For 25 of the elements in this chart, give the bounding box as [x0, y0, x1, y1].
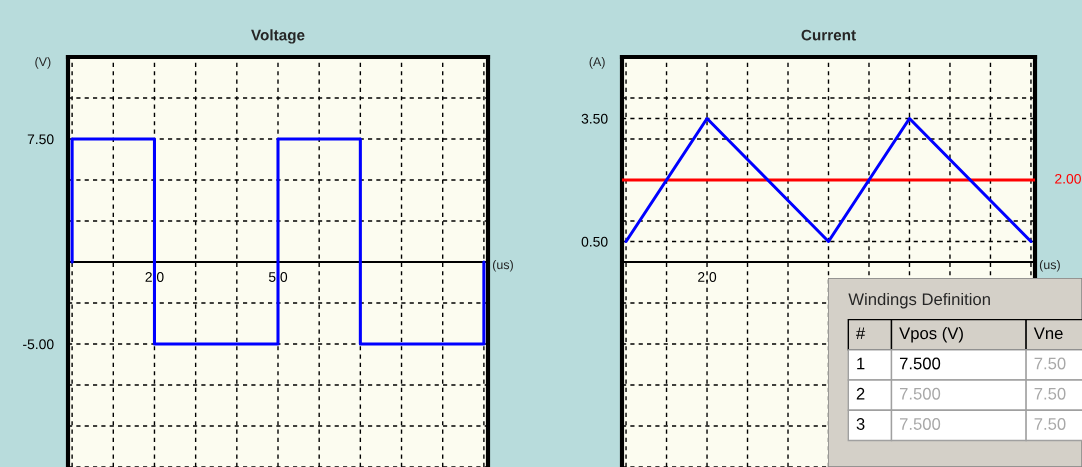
- chart-title: Current: [801, 29, 856, 41]
- annotation: 3: [856, 418, 865, 430]
- annotation: 7.500: [899, 387, 941, 400]
- y-tick-label: 0.50: [581, 236, 608, 247]
- annotation: #: [856, 327, 866, 340]
- annotation: Vpos (V): [899, 326, 963, 343]
- annotation: 1: [857, 357, 865, 370]
- chart-title: Voltage: [251, 29, 305, 44]
- annotation: 7.50: [1034, 357, 1066, 370]
- ref-line-label: 2.00: [1055, 173, 1081, 184]
- annotation: 2: [856, 387, 865, 400]
- annotation: 7.50: [1034, 387, 1066, 400]
- x-axis-title: (us): [1039, 259, 1060, 272]
- annotation: 7.500: [899, 418, 941, 430]
- annotation: Vne: [1033, 327, 1063, 340]
- text: Windings Definition: [848, 292, 990, 309]
- y-axis-title: (A): [589, 57, 605, 69]
- y-tick-label: 3.50: [581, 113, 608, 124]
- annotation: 7.50: [1034, 418, 1066, 430]
- y-tick-label: -5.00: [23, 339, 54, 350]
- x-tick-label: 2.0: [698, 272, 717, 282]
- annotation: 7.500: [899, 357, 941, 370]
- x-axis-title: (us): [492, 259, 513, 272]
- line-series: [624, 116, 1033, 244]
- y-axis-title: (V): [35, 57, 51, 69]
